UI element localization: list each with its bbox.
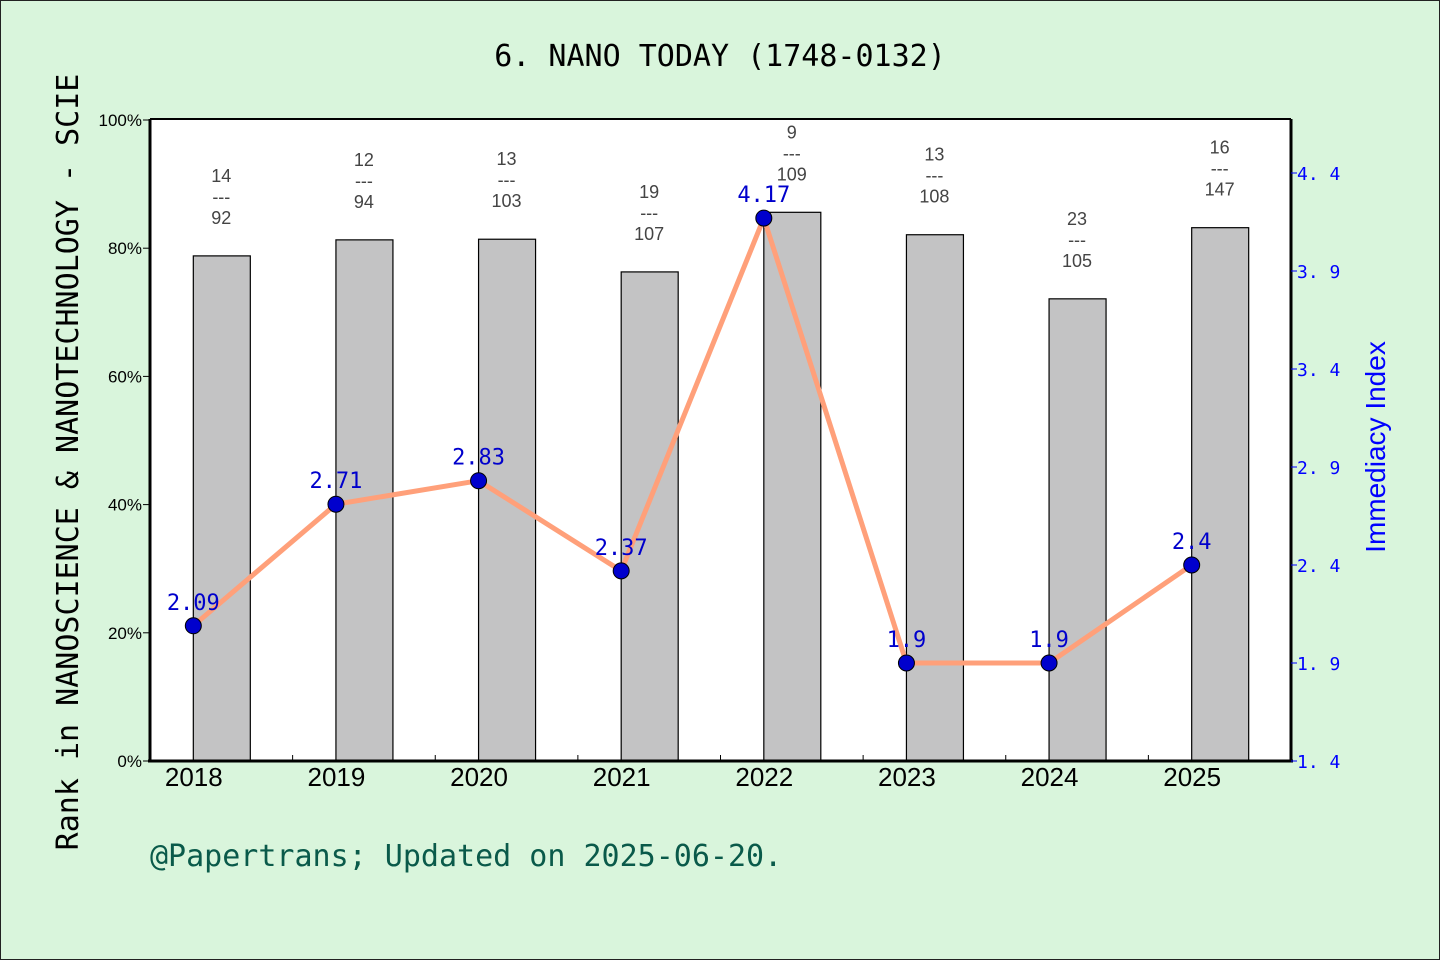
left-axis-label: Rank in NANOSCIENCE & NANOTECHNOLOGY - S… (51, 74, 86, 851)
rank-total: 94 (354, 192, 374, 212)
left-axis-ticks: 0% 20% 40% 60% 80% 100% (99, 111, 150, 771)
rank-divider: --- (1211, 159, 1229, 179)
data-point-marker (897, 654, 915, 672)
bar-2025 (1191, 227, 1250, 762)
right-tick-label: 3. 9 (1297, 262, 1340, 283)
rank-total: 109 (777, 164, 807, 184)
rank-divider: --- (1068, 230, 1086, 250)
immediacy-value-label: 1.9 (1029, 628, 1069, 653)
rank-total: 107 (634, 224, 664, 244)
rank-value: 23 (1067, 209, 1087, 229)
rank-total: 147 (1205, 180, 1235, 200)
data-point-marker (470, 472, 488, 490)
x-tick-label: 2024 (1021, 762, 1079, 792)
rank-value: 9 (787, 122, 797, 142)
rank-divider: --- (783, 143, 801, 163)
immediacy-value-label: 4.17 (737, 183, 790, 208)
immediacy-value-label: 2.37 (595, 536, 648, 561)
x-tick-label: 2020 (450, 762, 508, 792)
x-tick-label: 2023 (878, 762, 936, 792)
rank-value: 16 (1210, 138, 1230, 158)
right-axis-label: Immediacy Index (1360, 341, 1391, 553)
rank-total: 103 (492, 191, 522, 211)
right-tick-label: 1. 4 (1297, 752, 1340, 773)
immediacy-value-label: 2.71 (309, 469, 362, 494)
immediacy-value-label: 2.4 (1172, 530, 1212, 555)
footer-credit: @Papertrans; Updated on 2025-06-20. (150, 839, 782, 874)
x-tick-label: 2021 (593, 762, 651, 792)
right-tick-label: 2. 4 (1297, 556, 1340, 577)
x-tick-label: 2019 (308, 762, 366, 792)
rank-value: 13 (924, 145, 944, 165)
rank-divider: --- (212, 187, 230, 207)
data-point-marker (1183, 556, 1201, 574)
left-tick-label: 80% (108, 239, 142, 258)
rank-total: 105 (1062, 251, 1092, 271)
data-point-marker (1040, 654, 1058, 672)
x-tick-label: 2018 (165, 762, 223, 792)
data-point-marker (612, 562, 630, 580)
right-tick-label: 4. 4 (1297, 164, 1340, 185)
rank-divider: --- (498, 170, 516, 190)
rank-divider: --- (925, 166, 943, 186)
rank-total: 92 (211, 208, 231, 228)
right-tick-label: 2. 9 (1297, 458, 1340, 479)
left-tick-label: 40% (108, 496, 142, 515)
immediacy-value-label: 2.83 (452, 446, 505, 471)
x-tick-label: 2025 (1163, 762, 1221, 792)
plot-area (150, 120, 1291, 761)
rank-value: 19 (639, 182, 659, 202)
bar-2024 (1048, 298, 1107, 762)
right-tick-label: 3. 4 (1297, 360, 1340, 381)
rank-value: 13 (497, 149, 517, 169)
rank-value: 12 (354, 150, 374, 170)
bar-2021 (620, 271, 679, 762)
immediacy-line (191, 210, 1194, 666)
left-tick-label: 0% (117, 752, 142, 771)
right-axis-ticks: 1. 4 1. 9 2. 4 2. 9 3. 4 3. 9 4. 4 (1291, 164, 1340, 773)
left-tick-label: 100% (99, 111, 142, 130)
rank-divider: --- (355, 171, 373, 191)
rank-divider: --- (640, 203, 658, 223)
x-axis-ticks: 2018 2019 2020 2021 2022 2023 2024 2025 (165, 755, 1221, 792)
rank-labels: 92---1494---12103---13107---19109---9108… (211, 122, 1234, 271)
data-point-marker (755, 209, 773, 227)
immediacy-value-label: 2.09 (167, 591, 220, 616)
data-point-marker (184, 617, 202, 635)
line-series: 2.09 2.71 2.83 2.37 4.17 1.9 1.9 2.4 (167, 183, 1212, 672)
right-tick-label: 1. 9 (1297, 654, 1340, 675)
rank-value: 14 (211, 166, 231, 186)
chart-title: 6. NANO TODAY (1748-0132) (494, 39, 946, 74)
left-tick-label: 60% (108, 367, 142, 386)
bar-2018 (192, 255, 251, 762)
bar-2022 (763, 211, 822, 762)
left-tick-label: 20% (108, 624, 142, 643)
rank-total: 108 (919, 187, 949, 207)
data-point-marker (327, 495, 345, 513)
bar-2023 (905, 234, 965, 762)
x-tick-label: 2022 (735, 762, 793, 792)
immediacy-value-label: 1.9 (887, 628, 927, 653)
